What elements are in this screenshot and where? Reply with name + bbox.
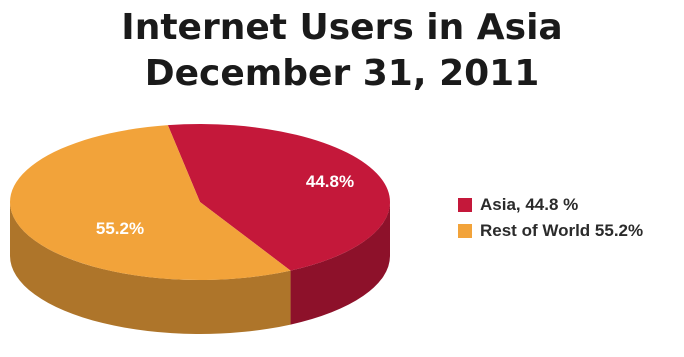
data-label-rest-of-world: 55.2% (96, 219, 144, 238)
legend-label-rest-of-world: Rest of World 55.2% (480, 221, 644, 240)
pie-side-asia (290, 202, 390, 325)
chart-title-line-2: December 31, 2011 (144, 53, 540, 94)
pie-slice-asia (167, 124, 391, 271)
chart-legend: Asia, 44.8 % Rest of World 55.2% (458, 192, 643, 244)
legend-item-asia: Asia, 44.8 % (458, 192, 643, 218)
pie-side-rest-of-world (10, 202, 291, 334)
pie-slice-rest-of-world (10, 125, 291, 280)
data-label-asia: 44.8% (306, 172, 354, 191)
legend-item-rest-of-world: Rest of World 55.2% (458, 218, 643, 244)
chart-title-line-1: Internet Users in Asia (121, 7, 563, 48)
legend-swatch-rest-of-world (458, 224, 472, 238)
legend-label-asia: Asia, 44.8 % (480, 195, 579, 214)
legend-swatch-asia (458, 198, 472, 212)
